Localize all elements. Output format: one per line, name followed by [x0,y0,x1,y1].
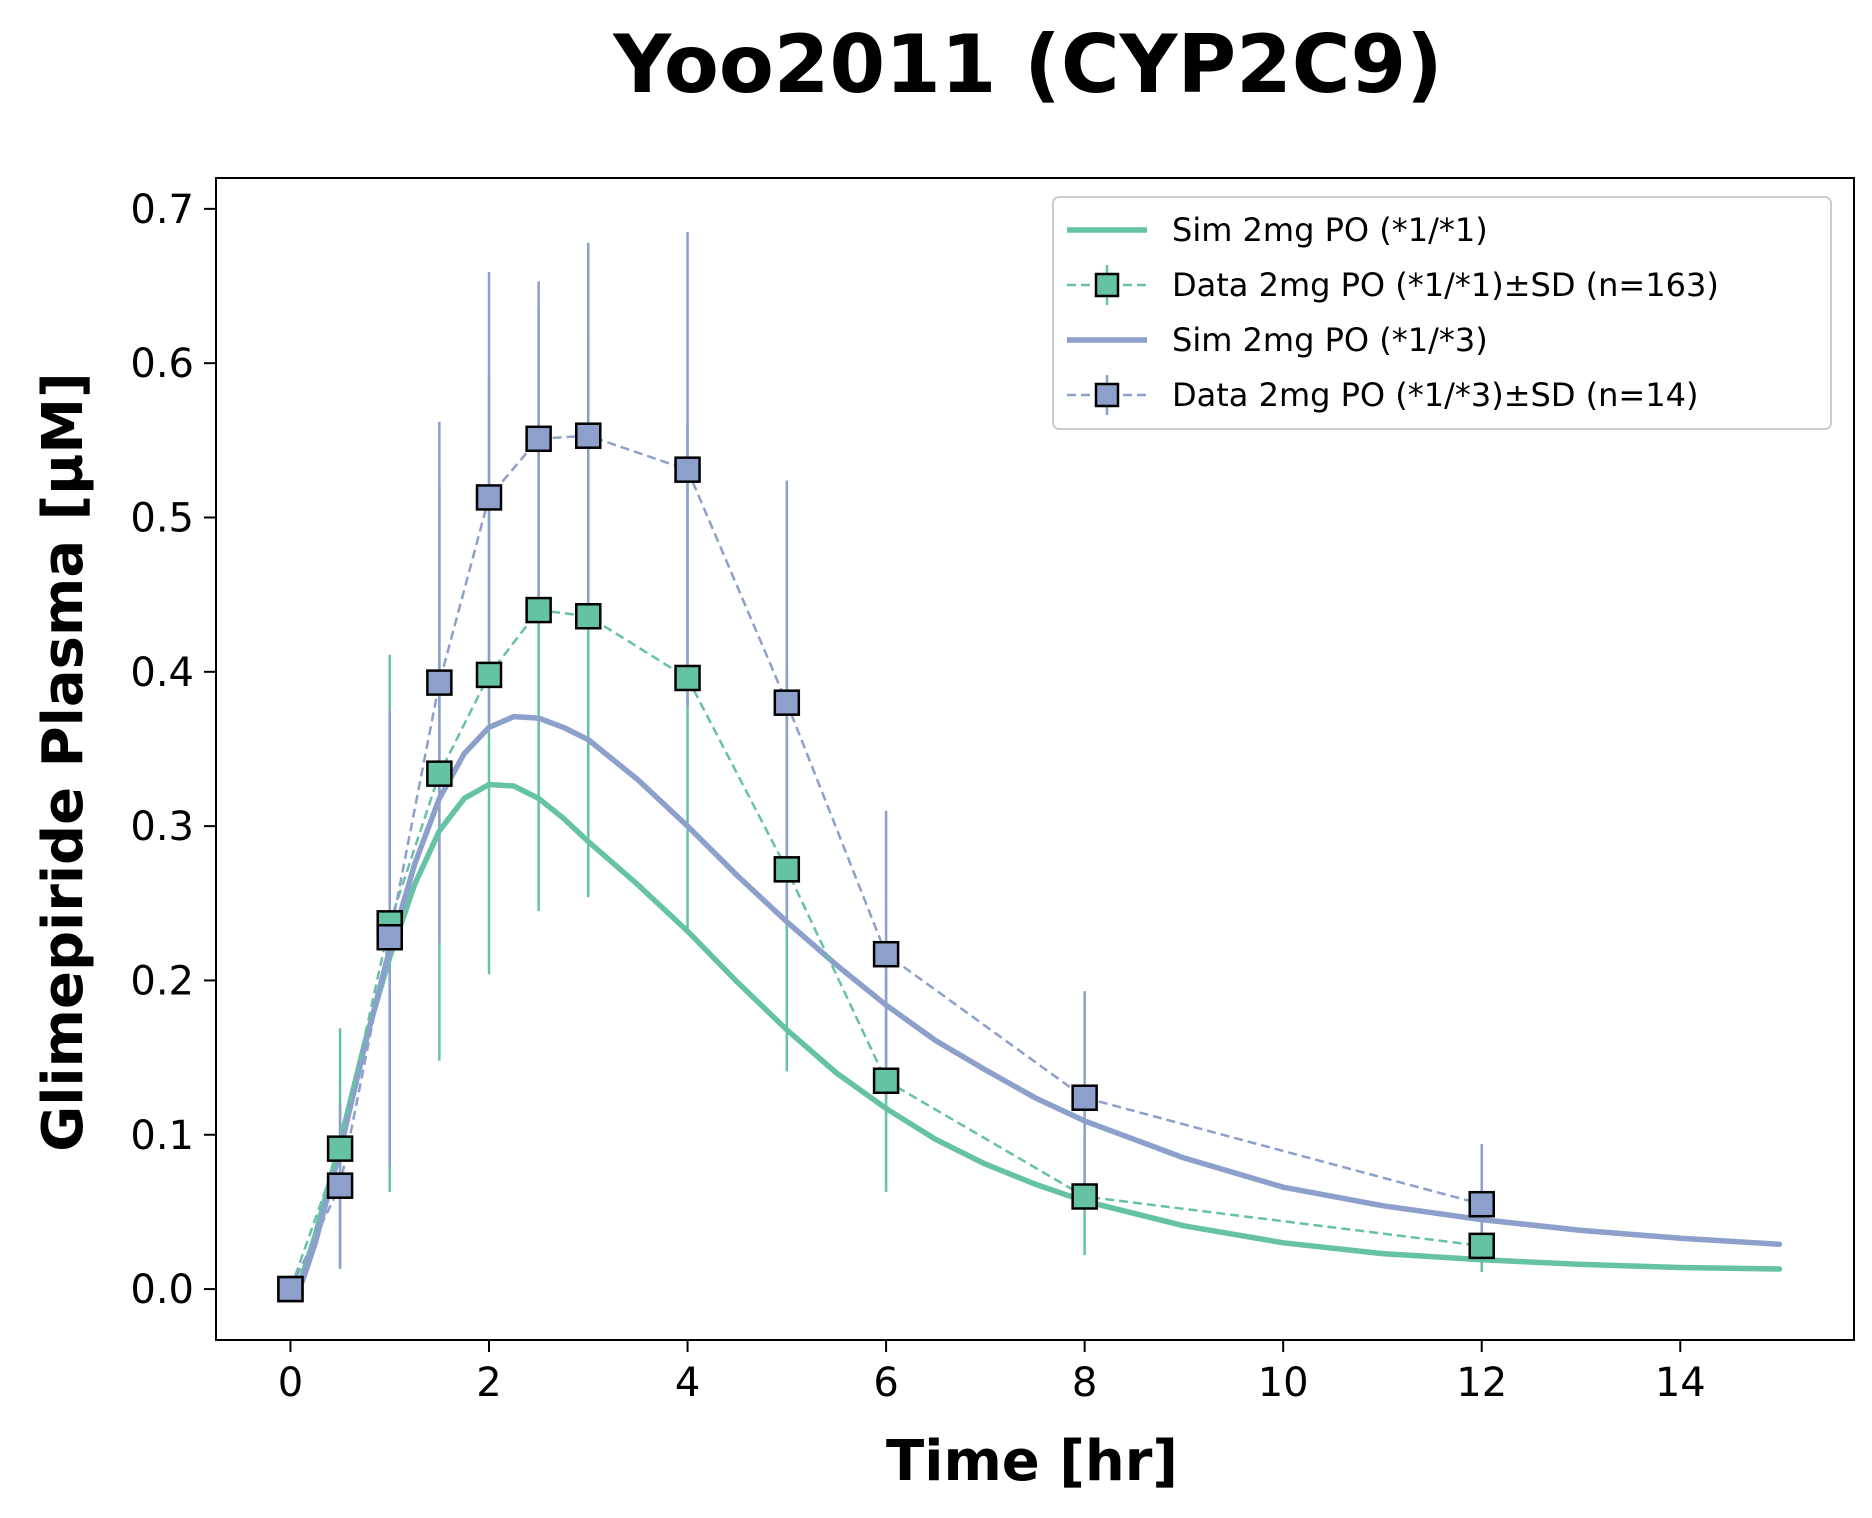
data-point [773,856,801,883]
legend-marker [1094,382,1120,408]
y-tick-label: 0.0 [130,1267,194,1313]
data-point [475,661,503,689]
data-point [277,1275,304,1303]
data-point [1468,1232,1495,1260]
x-axis-label: Time [hr] [886,1429,1178,1494]
data-point [674,456,701,483]
data-point [773,689,801,716]
series-group [277,232,1783,1303]
legend-label: Sim 2mg PO (*1/*1) [1172,211,1488,249]
y-tick-label: 0.3 [130,804,194,850]
y-tick-label: 0.4 [130,650,194,696]
x-tick-label: 0 [278,1360,303,1406]
legend-label: Data 2mg PO (*1/*1)±SD (n=163) [1172,266,1719,304]
y-axis-label: Glimepiride Plasma [µM] [31,372,96,1151]
x-tick-label: 6 [873,1360,898,1406]
x-tick-label: 4 [675,1360,700,1406]
y-tick-label: 0.1 [130,1113,194,1159]
data-point [475,484,503,511]
data-point [525,596,552,624]
y-tick-label: 0.6 [130,341,194,387]
data-line [289,608,1482,1290]
x-tick-label: 14 [1655,1360,1706,1406]
y-axis: 0.0 0.1 0.2 0.3 0.4 0.5 0.6 0.7 [130,187,216,1313]
data-point [674,664,701,692]
data-point [326,1135,354,1162]
y-tick-label: 0.5 [130,495,194,541]
x-tick-label: 12 [1456,1360,1507,1406]
y-tick-label: 0.7 [130,187,194,233]
data-point [1071,1084,1098,1111]
legend-label: Data 2mg PO (*1/*3)±SD (n=14) [1172,376,1698,414]
x-tick-label: 2 [476,1360,501,1406]
data-point [575,422,602,449]
data-point [1468,1190,1495,1218]
data-point [376,923,403,951]
data-point [872,1067,900,1094]
plot-area: 0 2 4 6 8 10 12 14 0.0 0.1 0.2 0.3 0.4 0.5 0.6 0.7 Sim 2… [130,177,1855,1406]
legend-box [1052,196,1832,430]
data-point [326,1172,354,1199]
data-point [872,940,900,968]
y-tick-label: 0.2 [130,958,194,1004]
x-tick-label: 8 [1072,1360,1097,1406]
chart-title: Yoo2011 (CYP2C9) [612,18,1442,111]
x-tick-label: 10 [1258,1360,1309,1406]
plot-frame [215,177,1855,1341]
data-point [525,425,552,453]
legend-label: Sim 2mg PO (*1/*3) [1172,321,1488,359]
data-point [426,760,453,787]
legend: Sim 2mg PO (*1/*1) Data 2mg PO (*1/*1)±SD… [1052,196,1832,430]
x-axis: 0 2 4 6 8 10 12 14 [278,1340,1706,1406]
data-point [426,669,453,696]
data-line [289,434,1483,1290]
data-point [1071,1183,1098,1210]
data-point [575,603,602,630]
legend-marker [1094,272,1120,298]
simulation-line [299,713,1783,1285]
